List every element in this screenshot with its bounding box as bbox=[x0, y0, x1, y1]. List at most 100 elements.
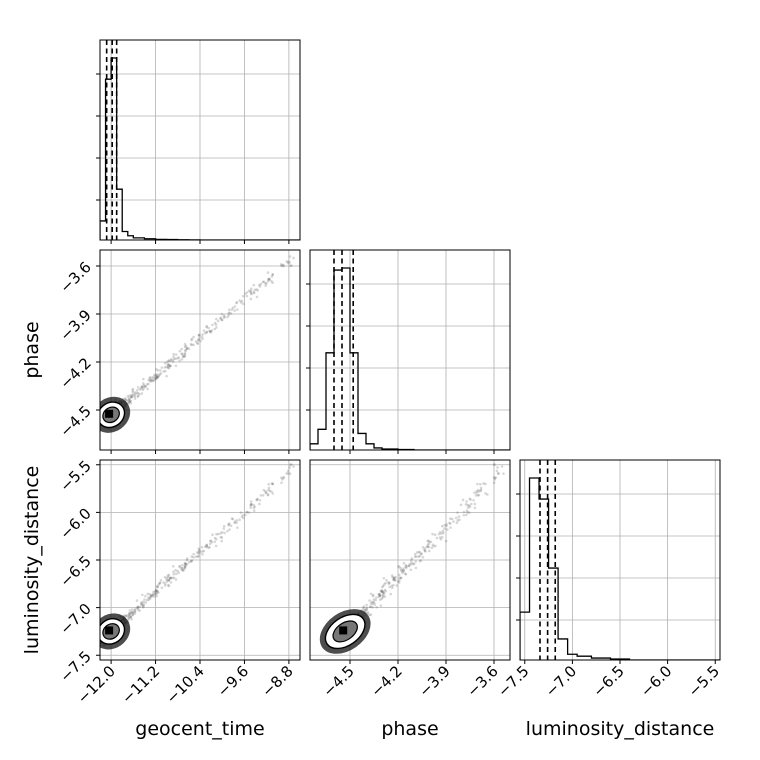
sample-point bbox=[133, 610, 137, 613]
sample-point bbox=[182, 567, 186, 570]
sample-point bbox=[130, 610, 133, 614]
sample-point bbox=[130, 393, 133, 397]
sample-point bbox=[205, 543, 208, 547]
sample-point bbox=[286, 261, 290, 265]
sample-point bbox=[153, 592, 156, 596]
sample-point bbox=[245, 291, 249, 294]
sample-point bbox=[169, 577, 172, 580]
sample-point bbox=[154, 377, 158, 381]
sample-point bbox=[129, 611, 132, 615]
sample-point bbox=[156, 369, 160, 372]
sample-point bbox=[244, 292, 247, 295]
sample-point bbox=[176, 569, 180, 573]
sample-point bbox=[208, 330, 212, 333]
sample-point bbox=[245, 294, 249, 298]
sample-point bbox=[220, 312, 224, 316]
sample-point bbox=[250, 292, 253, 296]
sample-point bbox=[197, 338, 200, 342]
sample-point bbox=[149, 594, 153, 597]
grid bbox=[100, 40, 300, 240]
sample-point bbox=[131, 390, 135, 394]
sample-point bbox=[264, 491, 268, 494]
sample-point bbox=[165, 580, 169, 583]
sample-point bbox=[216, 319, 220, 323]
sample-point bbox=[245, 511, 249, 514]
sample-point bbox=[241, 513, 245, 517]
sample-point bbox=[201, 333, 204, 336]
sample-point bbox=[166, 365, 170, 368]
sample-point bbox=[148, 376, 152, 380]
sample-point bbox=[235, 300, 239, 304]
sample-point bbox=[166, 366, 170, 370]
sample-point bbox=[144, 594, 147, 598]
sample-point bbox=[265, 491, 268, 495]
sample-point bbox=[136, 395, 140, 398]
sample-point bbox=[185, 563, 189, 566]
sample-point bbox=[165, 360, 169, 364]
sample-point bbox=[155, 589, 158, 592]
sample-point bbox=[267, 488, 270, 492]
sample-point bbox=[270, 279, 273, 283]
sample-point bbox=[198, 333, 201, 337]
sample-point bbox=[156, 585, 160, 589]
sample-point bbox=[171, 360, 175, 363]
sample-point bbox=[127, 402, 131, 405]
sample-point bbox=[171, 564, 175, 568]
sample-point bbox=[231, 517, 235, 521]
sample-point bbox=[155, 376, 159, 379]
sample-point bbox=[178, 349, 182, 353]
sample-point bbox=[163, 361, 167, 365]
sample-point bbox=[199, 550, 202, 554]
sample-point bbox=[189, 343, 193, 346]
sample-point bbox=[148, 597, 152, 600]
sample-point bbox=[228, 311, 231, 315]
sample-point bbox=[245, 510, 249, 514]
sample-point bbox=[140, 603, 144, 607]
sample-point bbox=[271, 273, 275, 276]
sample-point bbox=[153, 373, 156, 377]
sample-point bbox=[129, 615, 133, 619]
sample-point bbox=[142, 382, 145, 385]
sample-point bbox=[196, 555, 200, 558]
sample-point bbox=[181, 569, 185, 572]
sample-point bbox=[154, 588, 158, 592]
sample-point bbox=[222, 527, 226, 530]
sample-point bbox=[201, 553, 204, 556]
sample-point bbox=[250, 502, 253, 506]
sample-point bbox=[171, 576, 174, 580]
sample-point bbox=[192, 555, 195, 559]
sample-point bbox=[197, 552, 201, 555]
sample-point bbox=[200, 545, 204, 549]
sample-point bbox=[131, 613, 135, 617]
sample-point bbox=[137, 608, 140, 612]
sample-point bbox=[198, 548, 201, 552]
sample-point bbox=[140, 386, 143, 389]
sample-point bbox=[141, 388, 145, 392]
sample-point bbox=[265, 282, 268, 285]
sample-point bbox=[267, 278, 271, 282]
sample-point bbox=[157, 374, 161, 377]
sample-point bbox=[149, 378, 153, 382]
sample-point bbox=[184, 562, 188, 566]
sample-point bbox=[169, 576, 173, 580]
sample-point bbox=[129, 400, 132, 403]
sample-point bbox=[258, 283, 261, 287]
sample-point bbox=[253, 505, 257, 508]
sample-point bbox=[287, 472, 290, 475]
sample-point bbox=[286, 469, 290, 473]
sample-point bbox=[159, 372, 163, 375]
sample-point bbox=[129, 615, 133, 619]
sample-point bbox=[213, 536, 217, 540]
sample-point bbox=[228, 528, 231, 531]
grid bbox=[100, 250, 300, 450]
sample-point bbox=[249, 290, 252, 294]
panel-luminosity_distance-vs-geocent_time: −12.0 −11.2 −10.4 −9.6 −8.8−7.5−7.0−6.5−6.0−… bbox=[56, 457, 301, 707]
panel-content bbox=[310, 250, 510, 450]
sample-point bbox=[209, 539, 213, 543]
sample-point bbox=[231, 306, 235, 310]
sample-point bbox=[214, 537, 218, 541]
sample-point bbox=[226, 529, 229, 533]
sample-point bbox=[147, 378, 151, 382]
sample-point bbox=[153, 379, 156, 382]
sample-point bbox=[167, 366, 171, 370]
